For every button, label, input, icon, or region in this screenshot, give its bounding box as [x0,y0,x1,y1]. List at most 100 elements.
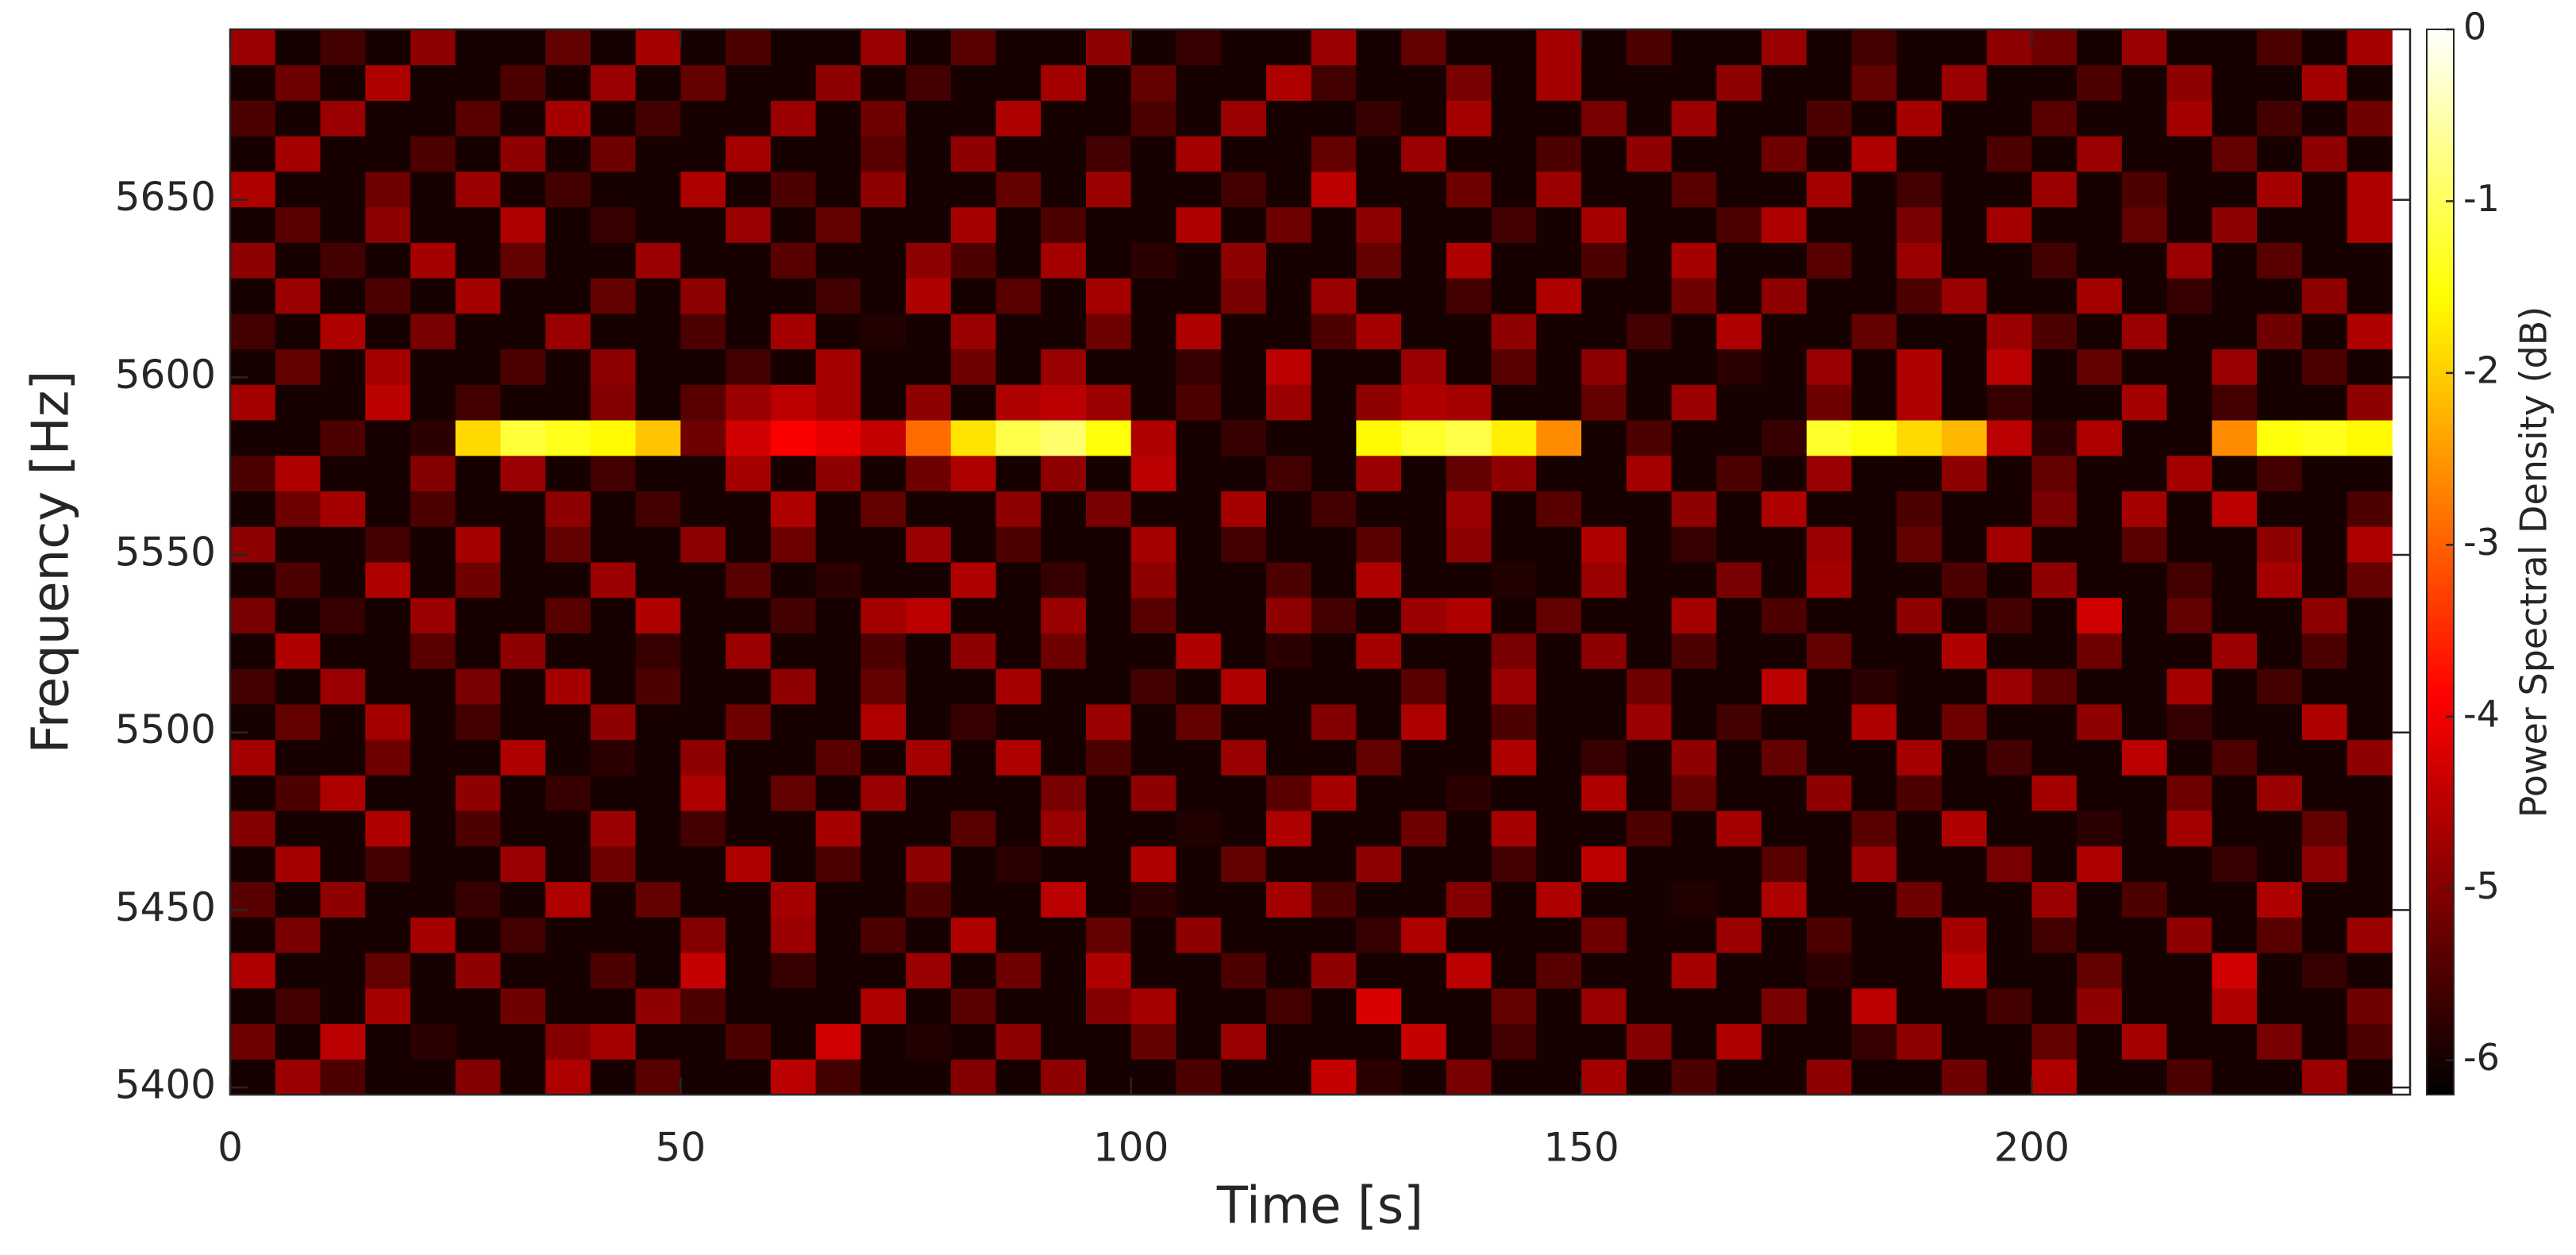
x-tick-label: 150 [1543,1125,1619,1171]
heatmap-cell [1130,703,1176,741]
heatmap-cell [365,1059,411,1095]
heatmap-cell [726,313,772,350]
heatmap-cell [2212,278,2258,314]
heatmap-cell [1536,810,1582,847]
heatmap-cell [1311,917,1357,953]
heatmap-cell [2077,242,2123,279]
heatmap-cell [1626,1059,1673,1095]
heatmap-cell [1176,810,1222,847]
colorbar-segment [2427,828,2454,834]
heatmap-cell [1626,1023,1673,1060]
heatmap-cell [815,526,861,563]
heatmap-cell [1581,917,1627,953]
heatmap-cell [635,313,681,350]
heatmap-cell [861,384,907,421]
heatmap-cell [500,29,546,66]
heatmap-cell [1311,455,1357,492]
heatmap-cell [2257,1059,2303,1095]
heatmap-cell [1986,775,2032,811]
heatmap-cell [950,668,997,705]
colorbar-segment [2427,673,2454,680]
heatmap-cell [680,29,726,66]
heatmap-cell [680,64,726,101]
heatmap-cell [1265,29,1312,66]
heatmap-cell [1986,917,2032,953]
heatmap-cell [545,526,591,563]
heatmap-cell [1041,987,1087,1025]
heatmap-cell [1401,1023,1447,1060]
heatmap-cell [861,348,907,385]
heatmap-cell [1851,881,1897,918]
heatmap-cell [365,171,411,208]
colorbar-segment [2427,983,2454,989]
colorbar-segment [2427,226,2454,233]
heatmap-cell [1896,491,1943,527]
heatmap-cell [2301,100,2348,137]
heatmap-cell [2257,136,2303,172]
heatmap-cell [410,242,456,279]
heatmap-cell [906,739,952,776]
heatmap-cell [1265,136,1312,172]
heatmap-cell [680,703,726,741]
heatmap-cell [815,739,861,776]
heatmap-cell [1041,845,1087,883]
heatmap-cell [2077,633,2123,669]
heatmap-cell [590,420,637,456]
heatmap-cell [500,206,546,243]
heatmap-cell [1130,633,1176,669]
heatmap-cell [861,917,907,953]
heatmap-cell [1311,384,1357,421]
colorbar-segment [2427,460,2454,467]
colorbar-segment [2427,317,2454,323]
heatmap-cell [1130,136,1176,172]
heatmap-cell [500,917,546,953]
heatmap-cell [365,562,411,599]
heatmap-cell [1896,242,1943,279]
heatmap-cell [1986,668,2032,705]
heatmap-cell [1581,775,1627,811]
colorbar-segment [2427,391,2454,398]
colorbar-segment [2427,748,2454,755]
heatmap-cell [545,953,591,989]
heatmap-cell [950,278,997,314]
heatmap-cell [1401,136,1447,172]
colorbar-segment [2427,514,2454,520]
heatmap-cell [1716,384,1762,421]
heatmap-cell [680,1023,726,1060]
heatmap-cell [1762,703,1808,741]
heatmap-cell [455,278,501,314]
heatmap-cell [1762,136,1808,172]
heatmap-cell [2301,171,2348,208]
heatmap-cell [1762,953,1808,989]
colorbar-segment [2427,860,2454,867]
heatmap-cell [1041,668,1087,705]
heatmap-cell [950,633,997,669]
heatmap-cell [1176,100,1222,137]
colorbar-segment [2427,264,2454,270]
heatmap-cell [2257,987,2303,1025]
heatmap-cell [680,881,726,918]
heatmap-cell [2257,597,2303,633]
heatmap-cell [815,917,861,953]
heatmap-cell [1896,1023,1943,1060]
heatmap-cell [2077,987,2123,1025]
heatmap-cell [1130,917,1176,953]
heatmap-cell [726,739,772,776]
heatmap-cell [1762,597,1808,633]
heatmap-cell [320,597,366,633]
heatmap-cell [1626,775,1673,811]
heatmap-cell [230,881,276,918]
heatmap-cell [1762,348,1808,385]
heatmap-cell [545,171,591,208]
heatmap-cell [2301,384,2348,421]
heatmap-cell [590,739,637,776]
heatmap-cell [1626,455,1673,492]
heatmap-cell [1221,633,1267,669]
heatmap-cell [2166,206,2212,243]
colorbar-segment [2427,929,2454,936]
heatmap-cell [1446,384,1492,421]
heatmap-cell [1851,136,1897,172]
heatmap-cell [2347,278,2393,314]
heatmap-cell [995,633,1042,669]
colorbar-segment [2427,1014,2454,1021]
